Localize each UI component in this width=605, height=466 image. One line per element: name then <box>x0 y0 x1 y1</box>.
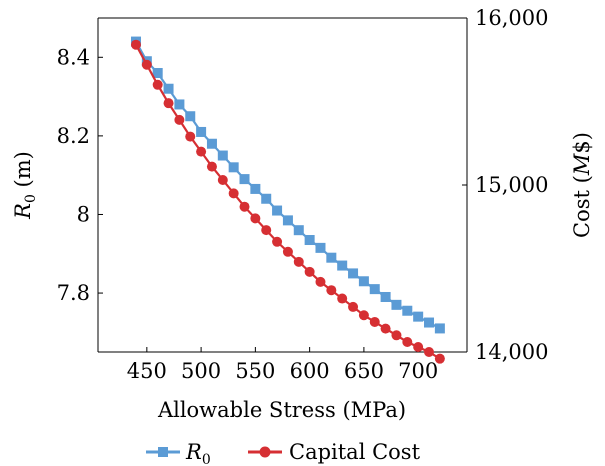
data-point <box>185 131 196 142</box>
data-point <box>217 174 228 185</box>
data-point <box>141 59 152 70</box>
data-point <box>315 242 326 253</box>
data-point <box>315 276 326 287</box>
data-point <box>272 205 283 216</box>
data-point <box>152 68 163 79</box>
data-point <box>402 305 413 316</box>
data-point <box>304 235 315 246</box>
data-point <box>391 330 402 341</box>
data-point <box>174 99 185 110</box>
y-right-tick-label: 16,000 <box>475 6 548 30</box>
y-axis-right-title-main: Cost ( <box>570 175 594 238</box>
data-point <box>250 183 261 194</box>
data-point <box>239 174 250 185</box>
y-axis-left-title-sub: 0 <box>23 194 39 203</box>
y-axis-right-title: Cost (M$) <box>570 132 594 238</box>
data-point <box>217 150 228 161</box>
legend-r0-label: R0 <box>185 440 211 466</box>
series-capital-cost <box>130 39 445 364</box>
data-point <box>380 291 391 302</box>
y-axis-left-title-rest: (m) <box>11 151 35 194</box>
data-point <box>304 266 315 277</box>
series-line <box>135 41 441 330</box>
data-point <box>402 336 413 347</box>
data-point <box>434 323 445 334</box>
data-point <box>282 215 293 226</box>
data-point <box>413 311 424 322</box>
y-axis-right-title-rest: $) <box>570 132 594 154</box>
y-left-tick-label: 7.8 <box>57 281 90 305</box>
x-axis-title: Allowable Stress (MPa) <box>157 398 406 422</box>
legend-cost-label: Capital Cost <box>289 440 421 464</box>
x-tick-label: 550 <box>235 359 275 383</box>
data-point <box>434 353 445 364</box>
y-left-tick-label: 8.2 <box>57 124 90 148</box>
data-point <box>293 256 304 267</box>
legend: R0 Capital Cost <box>146 440 421 466</box>
y-right-tick-label: 14,000 <box>475 340 548 364</box>
data-point <box>261 225 272 236</box>
data-point <box>228 188 239 199</box>
data-point <box>358 276 369 287</box>
series-line <box>135 44 441 360</box>
data-point <box>228 162 239 173</box>
x-tick-label: 600 <box>290 359 330 383</box>
y-left-tick-label: 8 <box>77 202 90 226</box>
data-point <box>196 126 207 137</box>
data-point <box>293 225 304 236</box>
legend-r0-label-main: R <box>185 440 202 464</box>
data-point <box>272 236 283 247</box>
data-point <box>261 193 272 204</box>
data-point <box>358 310 369 321</box>
series-r0 <box>130 36 445 334</box>
data-point <box>130 39 141 50</box>
data-point <box>239 201 250 212</box>
legend-r0-marker <box>158 447 168 457</box>
x-tick-label: 650 <box>344 359 384 383</box>
data-point <box>152 79 163 90</box>
data-point <box>424 317 435 328</box>
y-left-tick-label: 8.4 <box>57 45 90 69</box>
data-point <box>348 268 359 279</box>
data-point <box>369 316 380 327</box>
ticks: 450 500 550 600 650 700 7.8 8 8.2 8.4 14,000 15,000… <box>57 6 549 383</box>
x-tick-label: 700 <box>398 359 438 383</box>
y-axis-left-title: R0 (m) <box>11 151 39 220</box>
data-point <box>380 323 391 334</box>
data-point <box>337 260 348 271</box>
data-point <box>424 347 435 357</box>
y-axis-right-title-italic: M <box>570 153 594 176</box>
data-point <box>282 246 293 257</box>
data-point <box>326 252 337 263</box>
y-axis-left-title-main: R <box>11 203 35 220</box>
legend-r0-label-sub: 0 <box>202 452 211 466</box>
series-layer <box>130 36 445 364</box>
x-tick-label: 450 <box>127 359 167 383</box>
data-point <box>196 146 207 157</box>
data-point <box>348 301 359 312</box>
data-point <box>163 83 174 94</box>
data-point <box>250 213 261 224</box>
data-point <box>326 285 337 296</box>
data-point <box>391 299 402 310</box>
data-point <box>206 138 217 149</box>
data-point <box>206 161 217 172</box>
data-point <box>369 284 380 295</box>
x-tick-label: 500 <box>181 359 221 383</box>
data-point <box>163 98 174 109</box>
data-point <box>185 111 196 122</box>
data-point <box>174 114 185 125</box>
data-point <box>413 341 424 352</box>
y-right-tick-label: 15,000 <box>475 173 548 197</box>
data-point <box>337 293 348 304</box>
legend-cost-marker <box>259 446 271 458</box>
